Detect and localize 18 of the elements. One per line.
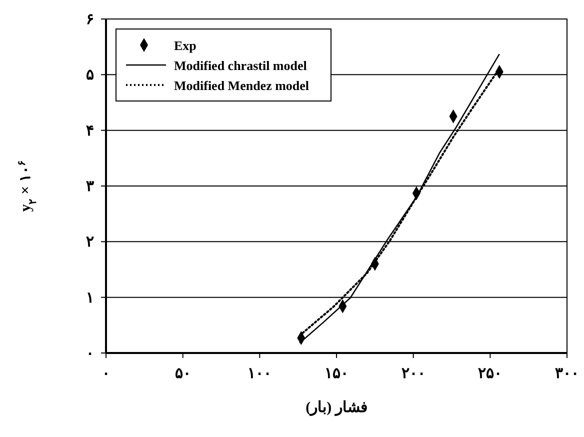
legend-label: Modified Mendez model (174, 78, 310, 93)
legend-label: Exp (174, 38, 196, 53)
y-tick-label: ۲ (86, 234, 94, 251)
y-tick-label: ۶ (86, 12, 94, 28)
x-tick-label: ۲۰۰ (401, 366, 426, 382)
x-tick-label: ۵۰ (174, 366, 191, 382)
y-tick-label: ۳ (86, 179, 94, 195)
legend-label: Modified chrastil model (174, 58, 308, 73)
x-axis-title: فشار (بار) (306, 400, 368, 416)
x-tick-label: ۳۰۰ (555, 366, 579, 382)
x-tick-label: ۱۰۰ (248, 366, 272, 382)
y-tick-label: ۵ (86, 68, 94, 84)
y-tick-label: ۰ (86, 346, 94, 362)
x-tick-label: ۱۵۰ (324, 366, 348, 382)
y-tick-label: ۴ (86, 123, 94, 140)
x-tick-label: ۲۵۰ (478, 366, 502, 382)
y-tick-label: ۱ (86, 290, 94, 306)
x-tick-label: ۰ (102, 366, 110, 382)
